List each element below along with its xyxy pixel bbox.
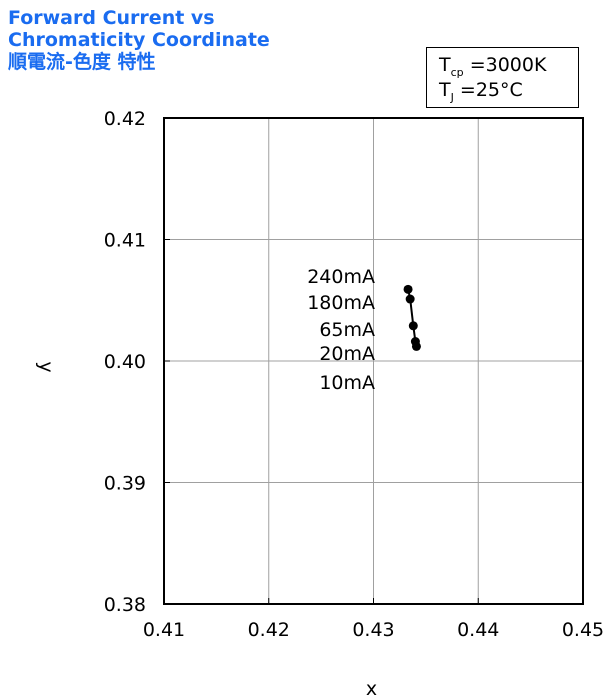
y-tick-label: 0.39 [104, 473, 146, 495]
y-tick-label: 0.42 [104, 108, 146, 130]
data-point [411, 341, 421, 351]
tcp-value: =3000K [469, 54, 547, 76]
x-tick-label: 0.45 [562, 619, 604, 641]
tcp-subscript: cp [450, 65, 464, 79]
x-tick-label: 0.43 [352, 619, 394, 641]
title-line-3: 順電流-色度 特性 [8, 51, 156, 73]
data-point [405, 294, 415, 304]
y-axis-label: y [35, 361, 57, 372]
x-axis-label: x [366, 678, 377, 698]
tj-condition: TJ =25°C [439, 79, 523, 104]
data-point [403, 284, 413, 294]
conditions-box: Tcp =3000K TJ =25°C [426, 47, 579, 108]
y-tick-label: 0.38 [104, 594, 146, 616]
tj-symbol: T [439, 79, 451, 101]
point-label: 65mA [319, 319, 375, 341]
tj-subscript: J [450, 90, 454, 104]
point-label: 10mA [319, 372, 375, 394]
point-label: 180mA [307, 292, 375, 314]
title-line-1: Forward Current vs [8, 7, 215, 29]
point-label: 240mA [307, 266, 375, 288]
chart-title: Forward Current vs Chromaticity Coordina… [8, 7, 270, 73]
y-tick-label: 0.41 [104, 230, 146, 252]
point-label: 20mA [319, 343, 375, 365]
x-tick-label: 0.41 [143, 619, 185, 641]
tcp-condition: Tcp =3000K [439, 54, 546, 79]
title-line-2: Chromaticity Coordinate [8, 29, 270, 51]
x-tick-label: 0.44 [457, 619, 499, 641]
y-tick-label: 0.40 [104, 351, 146, 373]
tj-value: =25°C [459, 79, 523, 101]
data-point [408, 321, 418, 331]
x-tick-label: 0.42 [248, 619, 290, 641]
tcp-symbol: T [439, 54, 451, 76]
